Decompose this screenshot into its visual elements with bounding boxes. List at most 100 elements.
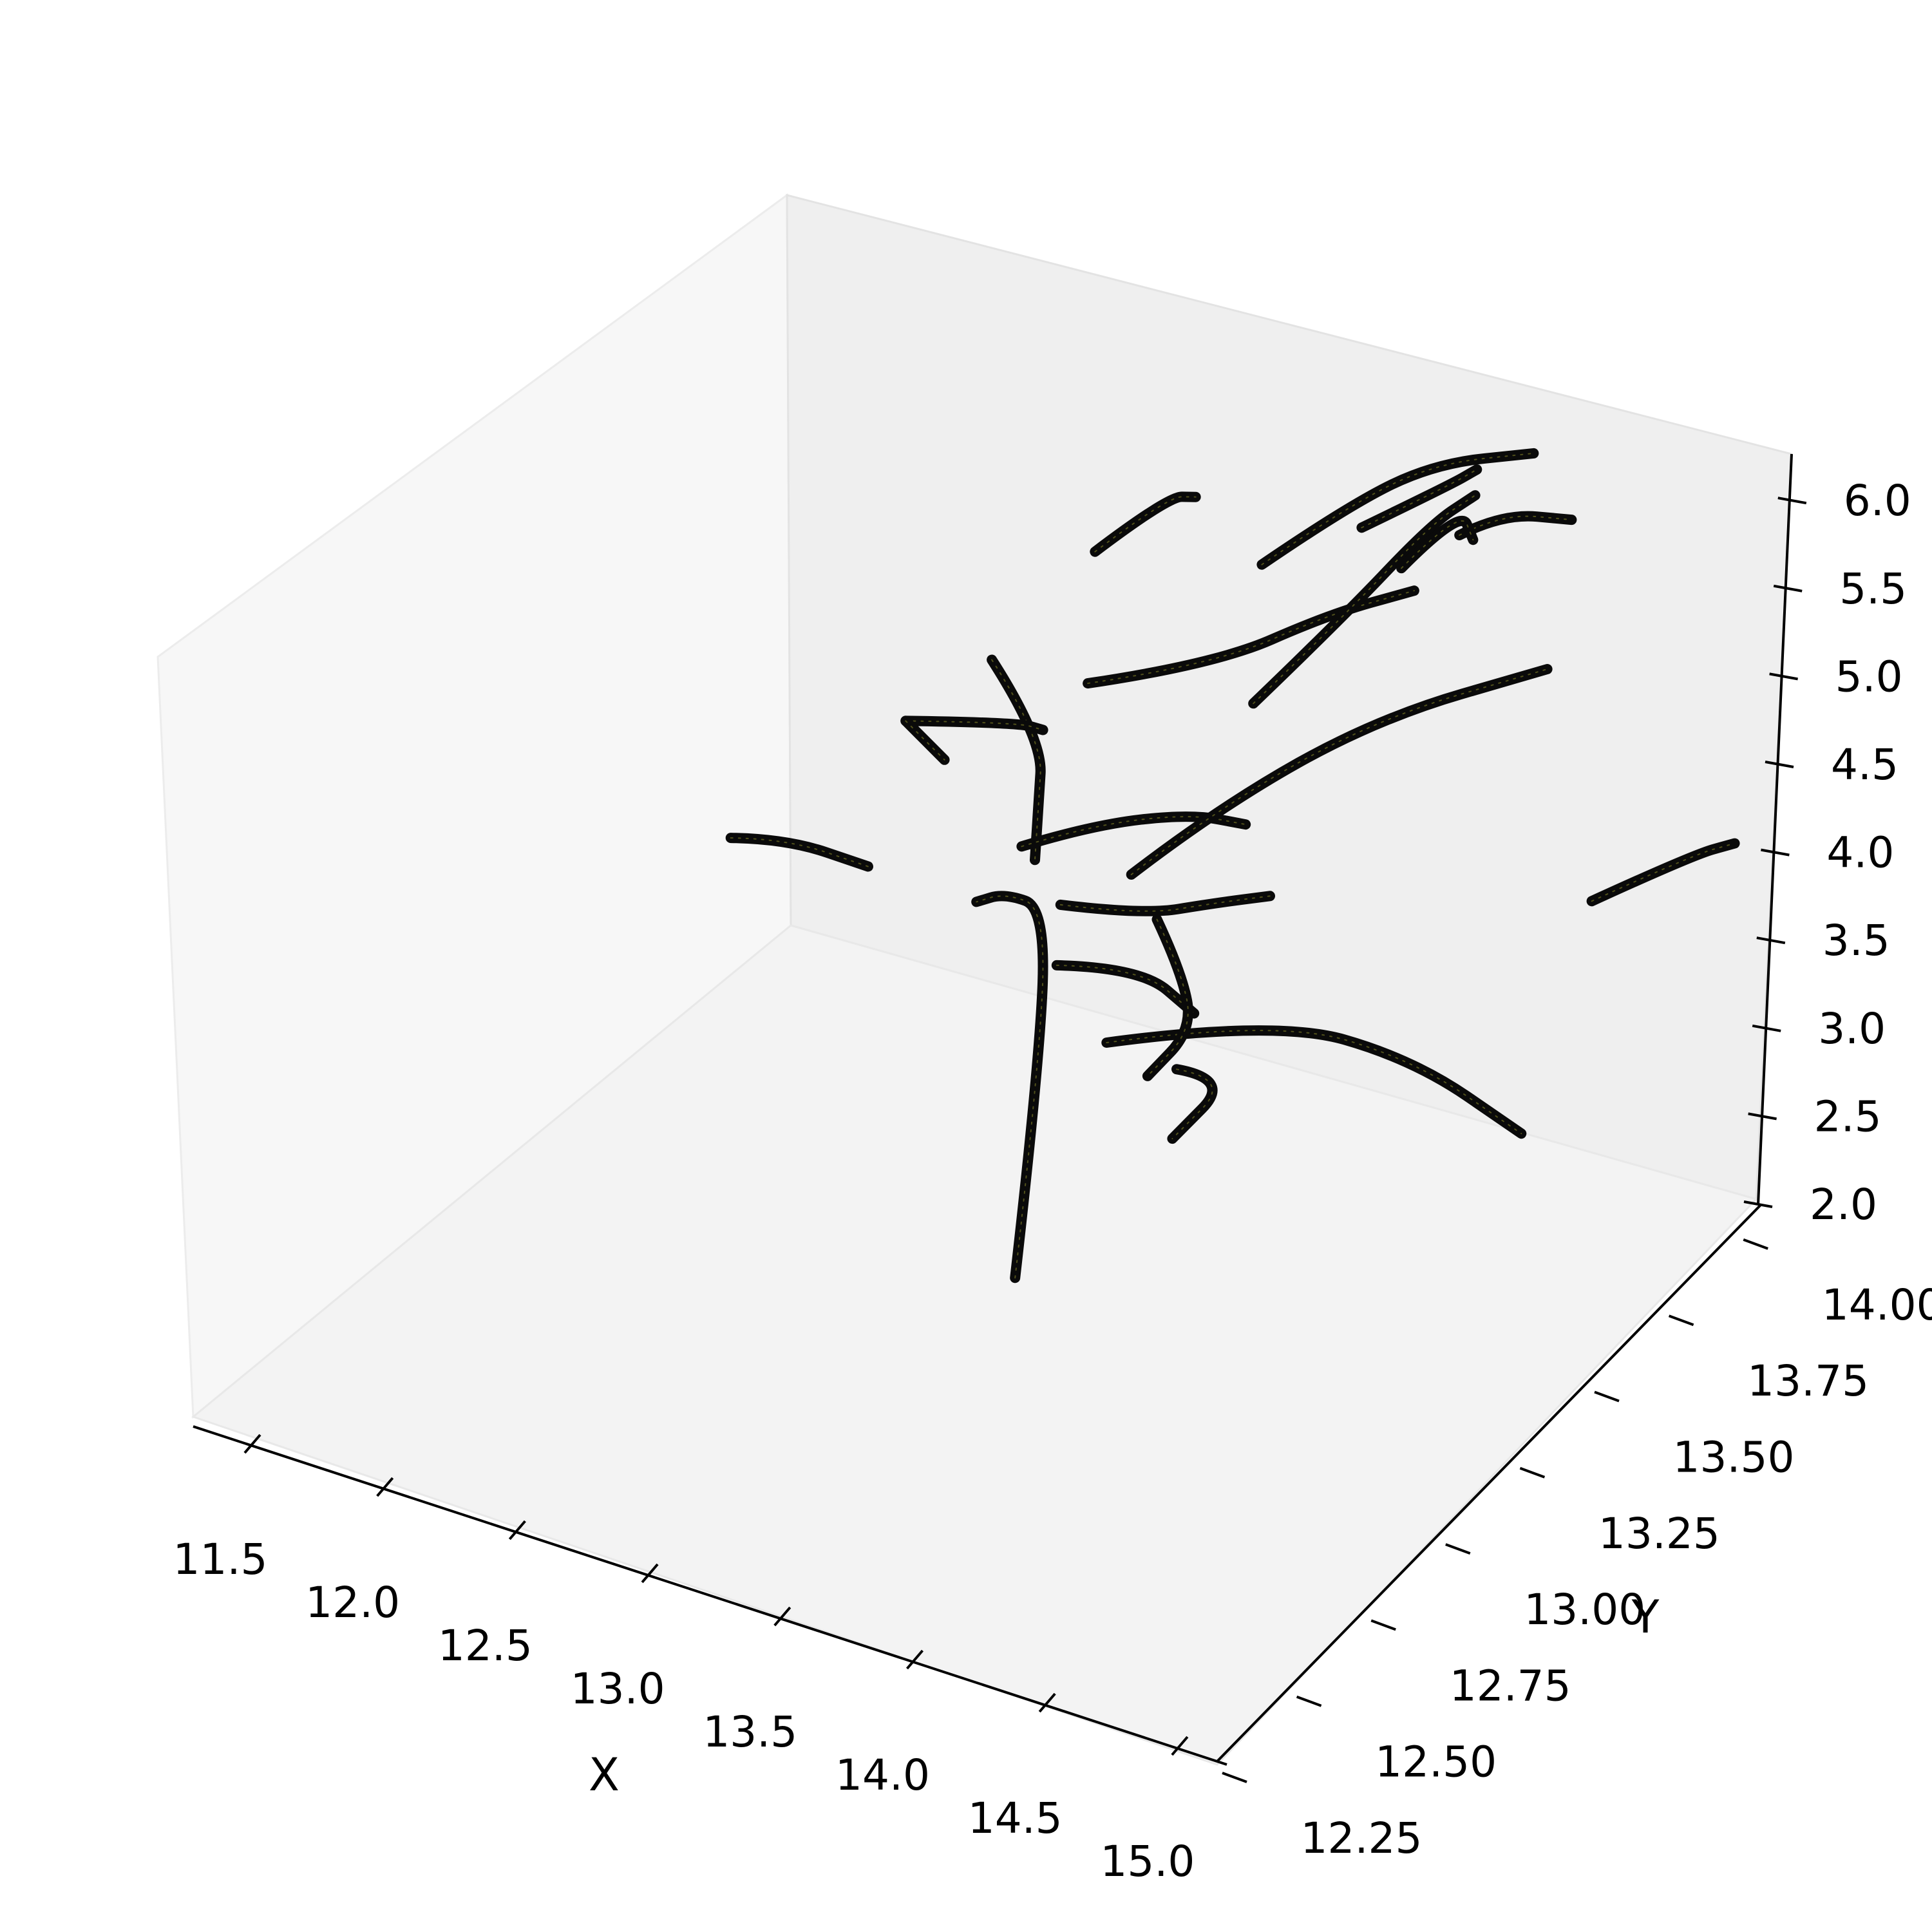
- series-12: [1167, 1064, 1218, 1144]
- series-7: [1016, 811, 1251, 852]
- x-tick-label-6: 14.0: [835, 1750, 930, 1800]
- y-tick-label-8: 14.00: [1822, 1280, 1932, 1330]
- series-14: [1248, 490, 1481, 709]
- x-axis-line: [193, 1425, 1227, 1766]
- series-19-highlight: [1401, 520, 1474, 569]
- series-1-highlight: [976, 895, 1044, 1279]
- series-2: [1101, 1025, 1527, 1139]
- y-tick-3: [1370, 1619, 1396, 1631]
- x-axis: 11.5 12.0 12.5 13.0 13.5 14.0 14.5 15.0 X: [173, 1425, 1227, 1886]
- y-tick-8: [1743, 1238, 1768, 1250]
- x-tick-label-3: 12.5: [438, 1621, 533, 1671]
- z-tick-label-5: 4.0: [1826, 828, 1894, 878]
- y-ticks: 12.25 12.50 12.75 13.00 13.25 13.50 13.75 14.00: [1222, 1238, 1932, 1863]
- z-tick-label-6: 4.5: [1831, 740, 1899, 790]
- z-tick-label-7: 5.0: [1835, 652, 1903, 701]
- series-4-highlight: [730, 837, 869, 867]
- series-20-highlight: [1591, 842, 1736, 902]
- z-tick-8: [1773, 584, 1803, 592]
- x-ticks: 11.5 12.0 12.5 13.0 13.5 14.0 14.5 15.0: [173, 1434, 1195, 1886]
- y-axis: 12.25 12.50 12.75 13.00 13.25 13.50 13.75 14.00…: [1216, 1203, 1932, 1863]
- z-tick-label-1: 2.0: [1810, 1180, 1877, 1229]
- series-20: [1586, 838, 1740, 907]
- series-1: [971, 891, 1048, 1283]
- series-9-highlight: [1059, 895, 1271, 912]
- y-tick-label-4: 13.00: [1524, 1585, 1645, 1634]
- series-6-highlight: [905, 720, 945, 761]
- y-axis-label: Y: [1631, 1591, 1660, 1643]
- x-tick-8: [1171, 1736, 1189, 1756]
- series-5-line: [900, 715, 1048, 735]
- z-ticks: 2.0 2.5 3.0 3.5 4.0 4.5 5.0 5.5 6.0: [1743, 476, 1911, 1229]
- z-tick-3: [1752, 1024, 1781, 1032]
- series-2-highlight: [1106, 1030, 1522, 1135]
- y-tick-7: [1668, 1314, 1694, 1327]
- y-tick-label-5: 13.25: [1598, 1509, 1720, 1558]
- series-10-highlight: [1056, 964, 1195, 1014]
- z-tick-6: [1765, 761, 1794, 768]
- series-5: [900, 715, 1048, 735]
- series-10: [1051, 960, 1200, 1019]
- z-tick-label-4: 3.5: [1823, 916, 1890, 965]
- x-tick-label-5: 13.5: [703, 1707, 797, 1757]
- z-tick-9: [1777, 497, 1807, 505]
- series-15: [1090, 491, 1201, 557]
- x-tick-1: [243, 1434, 261, 1454]
- series-3: [987, 654, 1046, 866]
- z-tick-4: [1756, 936, 1786, 945]
- series-layer: [725, 448, 1740, 1283]
- y-tick-1: [1222, 1772, 1247, 1783]
- x-tick-label-7: 14.5: [968, 1794, 1063, 1843]
- y-tick-label-3: 12.75: [1450, 1661, 1571, 1710]
- series-14-highlight: [1253, 495, 1476, 705]
- x-tick-7: [1038, 1692, 1056, 1713]
- y-tick-2: [1296, 1695, 1322, 1707]
- z-axis-line: [1757, 453, 1793, 1205]
- series-19: [1396, 515, 1479, 574]
- x-axis-label: X: [589, 1748, 620, 1801]
- series-15-highlight: [1094, 496, 1197, 553]
- x-tick-label-1: 11.5: [173, 1535, 268, 1584]
- series-11-highlight: [1146, 918, 1189, 1077]
- y-tick-label-2: 12.50: [1375, 1738, 1497, 1787]
- y-tick-4: [1445, 1543, 1471, 1555]
- series-7-highlight: [1021, 816, 1247, 848]
- z-tick-label-8: 5.5: [1839, 564, 1907, 614]
- x-tick-2: [376, 1477, 394, 1497]
- series-3-highlight: [991, 659, 1041, 861]
- z-axis: 2.0 2.5 3.0 3.5 4.0 4.5 5.0 5.5 6.0: [1743, 453, 1911, 1229]
- series-4: [725, 833, 873, 872]
- axes-panes: [156, 193, 1793, 1766]
- series-9: [1055, 891, 1275, 916]
- x-tick-5: [773, 1606, 791, 1627]
- x-tick-6: [905, 1649, 924, 1670]
- series-11: [1142, 914, 1193, 1081]
- y-tick-label-1: 12.25: [1301, 1814, 1423, 1863]
- x-tick-3: [508, 1520, 526, 1540]
- series-8: [1126, 664, 1553, 880]
- series-16: [1256, 448, 1539, 570]
- y-axis-line: [1216, 1203, 1763, 1763]
- series-12-highlight: [1171, 1068, 1213, 1140]
- z-tick-label-2: 2.5: [1814, 1092, 1882, 1141]
- series-16-highlight: [1261, 452, 1535, 565]
- z-tick-5: [1761, 848, 1790, 857]
- z-tick-label-9: 6.0: [1844, 476, 1911, 526]
- z-tick-7: [1769, 672, 1798, 681]
- y-tick-label-7: 13.75: [1747, 1356, 1869, 1406]
- z-tick-label-3: 3.0: [1818, 1004, 1886, 1054]
- y-tick-6: [1594, 1390, 1620, 1403]
- z-tick-2: [1748, 1112, 1777, 1121]
- x-tick-4: [641, 1563, 659, 1584]
- series-6: [900, 715, 950, 765]
- series-18-highlight: [1459, 515, 1573, 536]
- series-17: [1356, 464, 1482, 533]
- series-17-highlight: [1361, 469, 1478, 529]
- y-tick-5: [1519, 1466, 1546, 1479]
- y-tick-label-6: 13.50: [1673, 1433, 1795, 1482]
- x-tick-label-8: 15.0: [1100, 1837, 1195, 1886]
- series-8-highlight: [1130, 668, 1548, 875]
- x-tick-label-2: 12.0: [305, 1578, 400, 1627]
- x-tick-label-4: 13.0: [571, 1664, 665, 1714]
